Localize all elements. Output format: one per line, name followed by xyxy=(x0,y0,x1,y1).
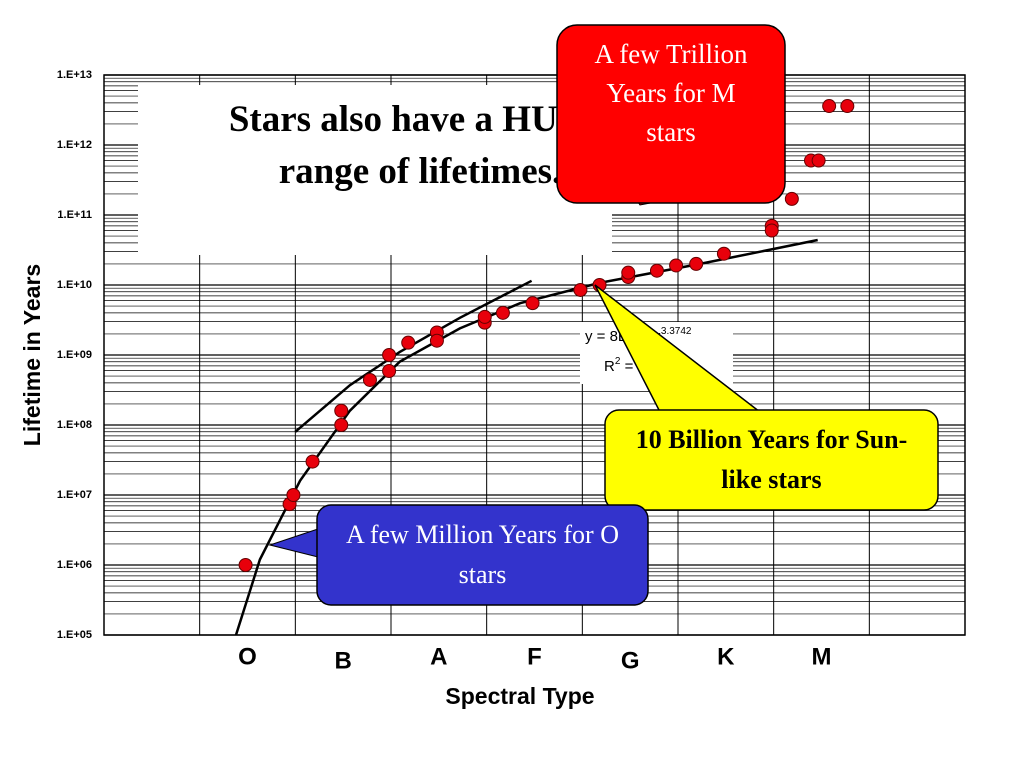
r2-sup: 2 xyxy=(615,356,621,367)
chart-title: Stars also have a HUGE range of lifetime… xyxy=(228,99,612,192)
callout-holder: A few Million Years for O stars xyxy=(346,520,619,589)
callout-box xyxy=(556,24,786,204)
y-tick-label: 1.E+09 xyxy=(57,349,92,361)
data-point xyxy=(429,333,444,348)
r2-label: R xyxy=(604,358,615,375)
data-point xyxy=(784,191,799,206)
data-point xyxy=(382,364,397,379)
x-axis-label: Spectral Type xyxy=(445,683,594,709)
data-point xyxy=(764,223,779,238)
y-tick-label: 1.E+11 xyxy=(57,209,92,221)
data-point xyxy=(689,256,704,271)
title-holder: Stars also have a HUGE range of lifetime… xyxy=(228,99,612,192)
data-point xyxy=(716,246,731,261)
data-point xyxy=(286,488,301,502)
data-point xyxy=(238,558,253,572)
y-tick-label: 1.E+13 xyxy=(57,69,92,81)
marks xyxy=(234,99,855,636)
y-tick-label: 1.E+06 xyxy=(57,559,92,571)
data-point xyxy=(334,403,349,418)
data-point xyxy=(305,454,320,469)
callout-box xyxy=(604,409,939,511)
data-point xyxy=(334,418,349,432)
data-point xyxy=(649,263,664,278)
x-tick-label: F xyxy=(527,643,542,670)
data-point xyxy=(525,296,540,311)
x-tick-label: O xyxy=(238,643,257,670)
callout-pointer-join xyxy=(318,526,330,559)
callout-text: 10 Billion Years for Sun-like stars xyxy=(635,425,908,494)
x-tick-label: B xyxy=(334,647,351,674)
callout-pointer-join xyxy=(662,411,758,415)
y-tick-label: 1.E+10 xyxy=(57,279,92,291)
callout-text: A few Trillion Years for M stars xyxy=(594,39,748,147)
title-box xyxy=(138,85,612,255)
callout-box xyxy=(316,504,649,606)
data-point xyxy=(362,372,377,387)
data-point xyxy=(822,99,837,114)
data-point xyxy=(477,309,492,324)
data-point xyxy=(669,258,684,273)
y-tick-label: 1.E+07 xyxy=(57,489,92,501)
data-point xyxy=(840,99,855,114)
data-point xyxy=(382,348,397,362)
x-tick-label: K xyxy=(717,643,735,670)
callout-text: A few Million Years for O stars xyxy=(346,520,619,589)
y-tick-label: 1.E+12 xyxy=(57,139,92,151)
y-tick-label: 1.E+05 xyxy=(57,629,92,641)
y-axis-label: Lifetime in Years xyxy=(19,264,45,446)
fit-line xyxy=(234,238,818,636)
data-point xyxy=(811,153,826,168)
equation-exponent: 3.3742 xyxy=(661,326,692,337)
data-point xyxy=(573,282,588,297)
fit-line xyxy=(294,279,533,433)
callout-holder: A few Trillion Years for M stars xyxy=(594,39,748,147)
data-point xyxy=(401,335,416,350)
data-point xyxy=(495,305,510,320)
y-tick-label: 1.E+08 xyxy=(57,419,92,431)
callout-holder: 10 Billion Years for Sun-like stars xyxy=(635,425,908,494)
data-point xyxy=(621,265,636,280)
plot-frame xyxy=(103,74,966,636)
x-tick-label: G xyxy=(621,647,640,674)
x-tick-label: A xyxy=(430,643,447,670)
x-tick-label: M xyxy=(812,643,832,670)
